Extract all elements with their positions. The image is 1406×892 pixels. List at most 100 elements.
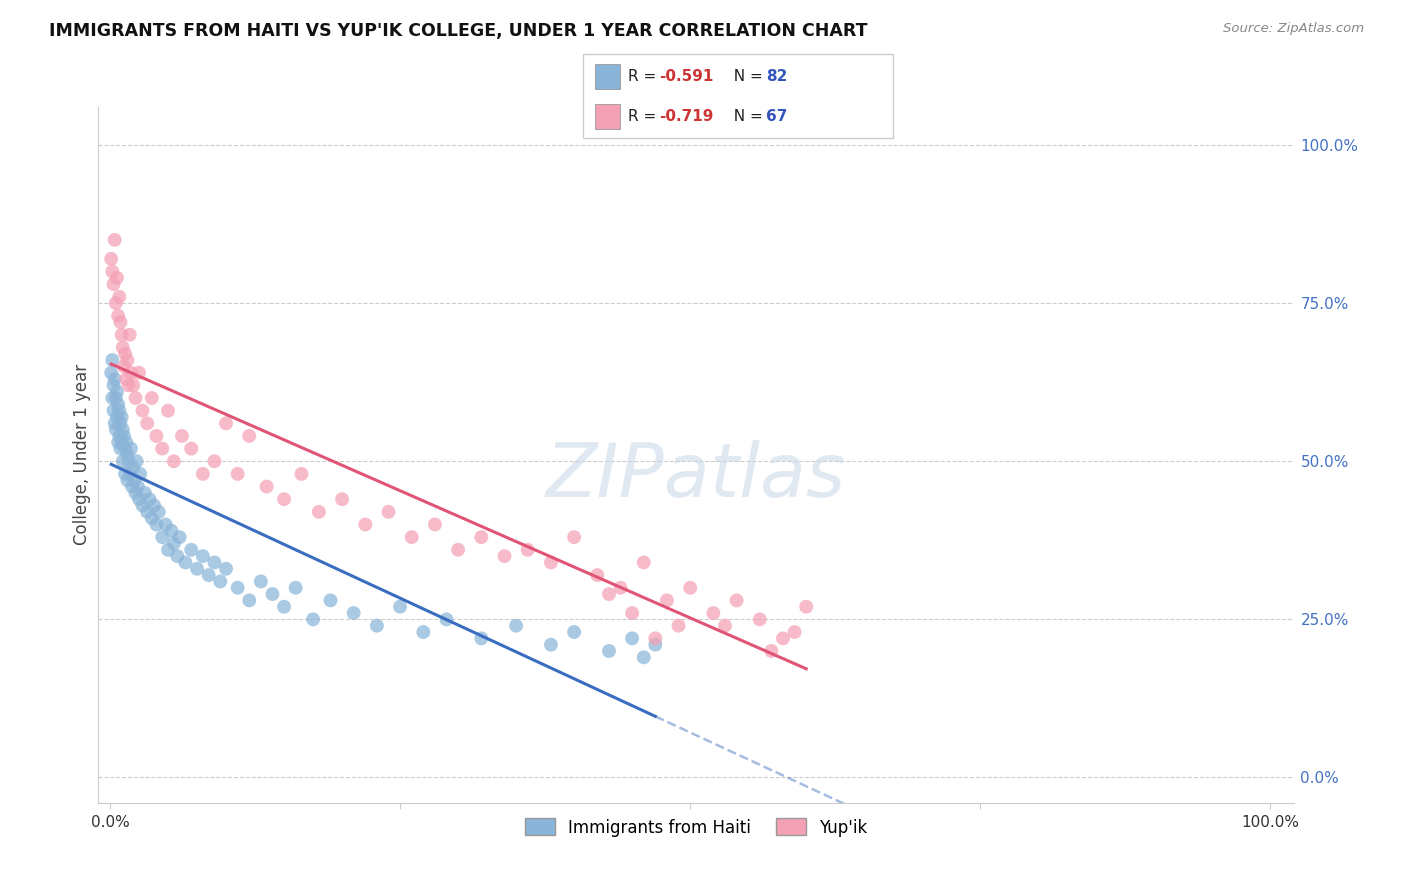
Text: 82: 82 <box>766 70 787 84</box>
Point <box>117 378 139 392</box>
Point <box>115 435 138 450</box>
Point <box>100 366 122 380</box>
Point <box>226 467 249 481</box>
Point <box>191 549 214 563</box>
Point <box>111 454 134 468</box>
Point <box>101 391 124 405</box>
Point <box>633 556 655 570</box>
Point <box>104 417 127 431</box>
Point <box>644 638 666 652</box>
Point <box>163 454 186 468</box>
Point <box>124 391 146 405</box>
Point <box>262 587 284 601</box>
Point <box>150 442 173 456</box>
Point <box>145 429 167 443</box>
Point <box>668 618 690 632</box>
Point <box>129 467 152 481</box>
Point <box>598 644 620 658</box>
Point <box>112 429 135 443</box>
Point <box>141 511 163 525</box>
Point <box>122 460 145 475</box>
Point <box>124 486 146 500</box>
Point <box>166 549 188 563</box>
Point <box>112 359 135 374</box>
Point <box>540 556 562 570</box>
Point <box>621 606 644 620</box>
Point <box>273 492 295 507</box>
Point <box>389 599 412 614</box>
Point <box>586 568 609 582</box>
Point <box>101 353 124 368</box>
Point <box>103 277 125 292</box>
Point <box>273 599 295 614</box>
Point <box>598 587 620 601</box>
Text: R =: R = <box>628 70 662 84</box>
Point <box>157 403 180 417</box>
Point <box>107 435 129 450</box>
Point <box>111 423 134 437</box>
Point <box>150 530 173 544</box>
Point <box>163 536 186 550</box>
Point <box>180 542 202 557</box>
Text: N =: N = <box>724 70 768 84</box>
Point <box>366 618 388 632</box>
Point <box>609 581 631 595</box>
Point <box>169 530 191 544</box>
Point <box>120 442 142 456</box>
Point <box>180 442 202 456</box>
Point <box>110 442 132 456</box>
Point <box>354 517 377 532</box>
Point <box>412 625 434 640</box>
Point <box>122 378 145 392</box>
Y-axis label: College, Under 1 year: College, Under 1 year <box>73 364 91 546</box>
Point <box>302 612 325 626</box>
Point <box>103 378 125 392</box>
Point <box>209 574 232 589</box>
Point <box>145 517 167 532</box>
Point <box>108 290 131 304</box>
Point <box>136 505 159 519</box>
Point <box>111 435 134 450</box>
Point <box>118 327 141 342</box>
Point <box>138 492 160 507</box>
Point <box>105 409 128 424</box>
Point <box>250 574 273 589</box>
Point <box>127 479 149 493</box>
Point <box>104 423 127 437</box>
Point <box>101 264 124 278</box>
Point <box>104 296 127 310</box>
Point <box>115 372 138 386</box>
Point <box>215 417 238 431</box>
Point <box>562 530 585 544</box>
Text: 67: 67 <box>766 110 787 124</box>
Point <box>540 638 562 652</box>
Point <box>562 625 585 640</box>
Point <box>110 417 132 431</box>
Point <box>238 429 260 443</box>
Point <box>136 417 159 431</box>
Point <box>117 473 139 487</box>
Point <box>794 599 817 614</box>
Point <box>111 327 134 342</box>
Point <box>170 429 193 443</box>
Point <box>319 593 342 607</box>
Point <box>107 309 129 323</box>
Point <box>143 499 166 513</box>
Point <box>157 542 180 557</box>
Point <box>111 340 134 354</box>
Text: Source: ZipAtlas.com: Source: ZipAtlas.com <box>1223 22 1364 36</box>
Point <box>108 429 131 443</box>
Point <box>174 556 197 570</box>
Point <box>131 403 153 417</box>
Point <box>470 632 492 646</box>
Point <box>714 618 737 632</box>
Point <box>186 562 208 576</box>
Point <box>134 486 156 500</box>
Point <box>621 632 644 646</box>
Point <box>470 530 492 544</box>
Point <box>108 403 131 417</box>
Point <box>783 625 806 640</box>
Point <box>118 467 141 481</box>
Point <box>117 353 139 368</box>
Point <box>679 581 702 595</box>
